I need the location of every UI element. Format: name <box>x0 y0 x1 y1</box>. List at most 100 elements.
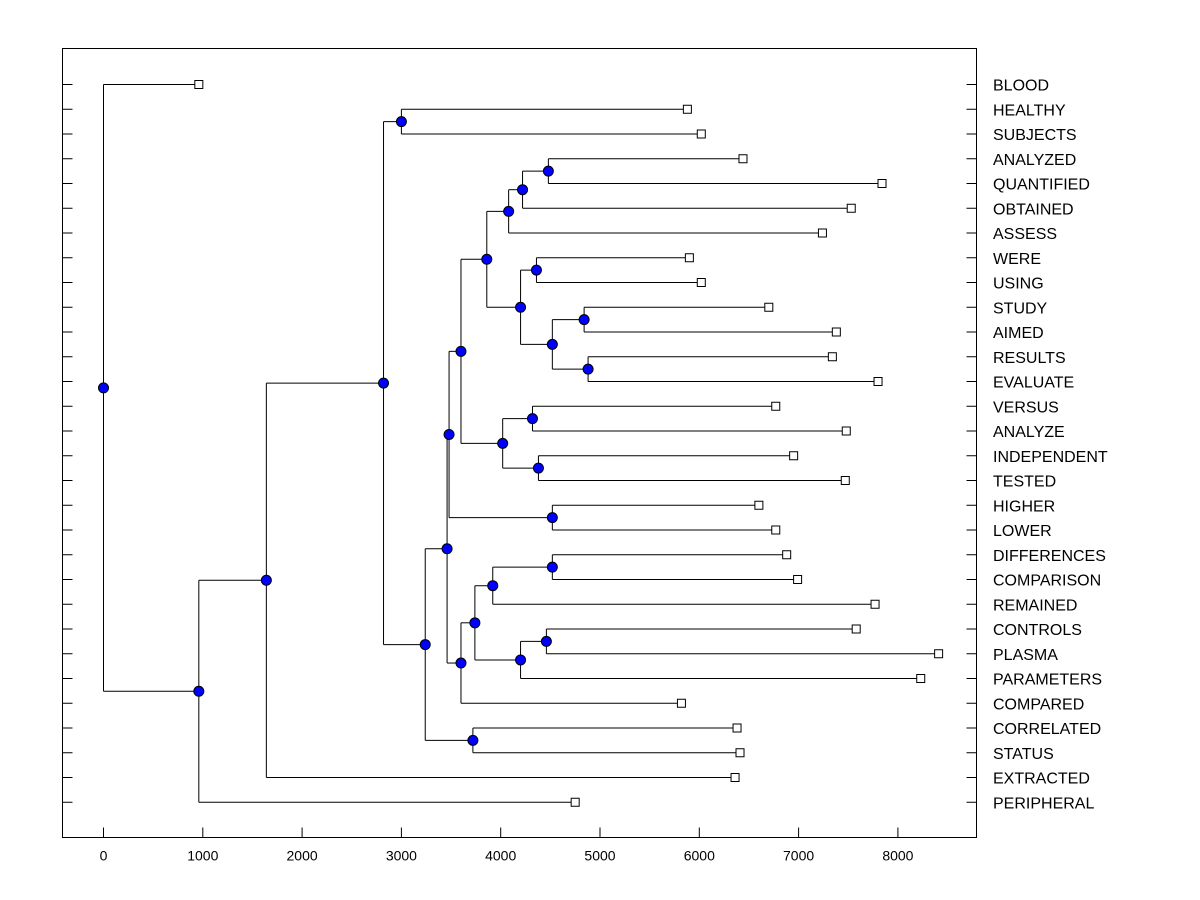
leaf-label: PERIPHERAL <box>993 795 1094 812</box>
leaf-label: INDEPENDENT <box>993 449 1108 466</box>
merge-node <box>515 654 527 666</box>
left-tick-marks <box>62 84 73 803</box>
merge-node <box>546 512 558 524</box>
right-tick-marks <box>966 84 977 803</box>
leaf-label: WERE <box>993 251 1041 268</box>
x-tick-label: 1000 <box>187 848 218 864</box>
merge-node <box>503 205 515 217</box>
leaf-marker <box>676 698 686 708</box>
merge-node <box>540 635 552 647</box>
leaf-label: QUANTIFIED <box>993 177 1090 194</box>
merge-node <box>419 639 431 651</box>
leaf-markers <box>194 80 944 807</box>
leaf-marker <box>877 179 887 188</box>
merge-node <box>517 184 529 196</box>
plot-frame <box>62 48 977 838</box>
leaf-marker <box>846 203 856 213</box>
leaf-label: STUDY <box>993 300 1048 317</box>
merge-node <box>481 253 493 265</box>
leaf-label: COMPARISON <box>993 573 1101 590</box>
leaf-marker <box>771 401 781 411</box>
merge-node <box>578 314 590 326</box>
merge-node <box>467 734 479 746</box>
x-tick-label: 3000 <box>386 848 417 864</box>
merge-node <box>455 657 467 669</box>
merge-node <box>98 382 109 394</box>
leaf-label: OBTAINED <box>993 201 1074 218</box>
leaf-label: DIFFERENCES <box>993 548 1106 565</box>
merge-node <box>260 574 272 586</box>
leaf-label: ANALYZED <box>993 152 1076 169</box>
leaf-marker <box>696 278 706 287</box>
merge-node <box>193 685 205 697</box>
merge-node <box>455 345 467 357</box>
x-tick-label: 2000 <box>287 848 318 864</box>
leaf-label: ASSESS <box>993 226 1057 243</box>
leaf-label: EVALUATE <box>993 375 1074 392</box>
leaf-marker <box>873 377 883 386</box>
leaf-marker <box>782 550 792 560</box>
leaf-marker <box>771 525 781 535</box>
leaf-marker <box>754 500 764 510</box>
x-tick-label: 7000 <box>783 848 814 864</box>
leaf-marker <box>851 624 861 634</box>
merge-node <box>497 437 509 449</box>
leaf-label: USING <box>993 276 1044 293</box>
merge-node <box>532 462 544 474</box>
x-axis-ticks: 0 1000 2000 3000 4000 5000 6000 7000 8000 <box>100 827 914 864</box>
leaf-label: CORRELATED <box>993 721 1101 738</box>
merge-node <box>378 377 390 389</box>
merge-node <box>546 561 558 573</box>
leaf-marker <box>735 748 745 758</box>
leaf-marker <box>682 104 692 114</box>
leaf-marker <box>570 797 580 807</box>
x-tick-label: 6000 <box>684 848 715 864</box>
leaf-label: LOWER <box>993 523 1052 540</box>
merge-node <box>542 165 554 177</box>
leaf-marker <box>738 154 748 164</box>
merge-node <box>530 264 542 276</box>
leaf-label: BLOOD <box>993 78 1049 95</box>
merge-node <box>515 301 527 313</box>
merge-node <box>441 543 453 555</box>
merge-nodes <box>98 116 594 746</box>
x-tick-label: 4000 <box>485 848 516 864</box>
leaf-label: HIGHER <box>993 498 1055 515</box>
leaf-marker <box>194 80 204 89</box>
merge-node <box>487 580 499 592</box>
leaf-marker <box>696 129 706 139</box>
leaf-marker <box>817 228 827 238</box>
leaf-label: RESULTS <box>993 350 1066 367</box>
leaf-label: PARAMETERS <box>993 672 1102 689</box>
leaf-marker <box>789 451 799 461</box>
x-tick-label: 5000 <box>584 848 615 864</box>
leaf-labels: BLOOD HEALTHY SUBJECTS ANALYZED QUANTIFIED OB… <box>993 78 1108 813</box>
leaf-marker <box>764 302 774 312</box>
leaf-marker <box>827 352 837 362</box>
leaf-marker <box>841 426 851 436</box>
leaf-label: TESTED <box>993 474 1056 491</box>
leaf-label: COMPARED <box>993 696 1084 713</box>
merge-node <box>582 363 594 375</box>
leaf-label: EXTRACTED <box>993 771 1090 788</box>
leaf-label: CONTROLS <box>993 622 1082 639</box>
x-tick-label: 8000 <box>882 848 913 864</box>
leaf-label: SUBJECTS <box>993 127 1077 144</box>
merge-node <box>546 338 558 350</box>
leaf-marker <box>916 674 926 683</box>
leaf-marker <box>870 599 880 609</box>
leaf-label: AIMED <box>993 325 1044 342</box>
leaf-label: ANALYZE <box>993 424 1065 441</box>
leaf-label: STATUS <box>993 746 1054 763</box>
leaf-marker <box>831 327 841 337</box>
leaf-marker <box>684 253 694 263</box>
merge-node <box>526 413 538 425</box>
leaf-marker <box>730 773 740 782</box>
leaf-label: REMAINED <box>993 597 1077 614</box>
merge-node <box>395 116 407 128</box>
leaf-label: HEALTHY <box>993 102 1066 119</box>
leaf-marker <box>732 723 742 733</box>
leaf-marker <box>793 575 803 584</box>
x-tick-label: 0 <box>100 848 108 864</box>
